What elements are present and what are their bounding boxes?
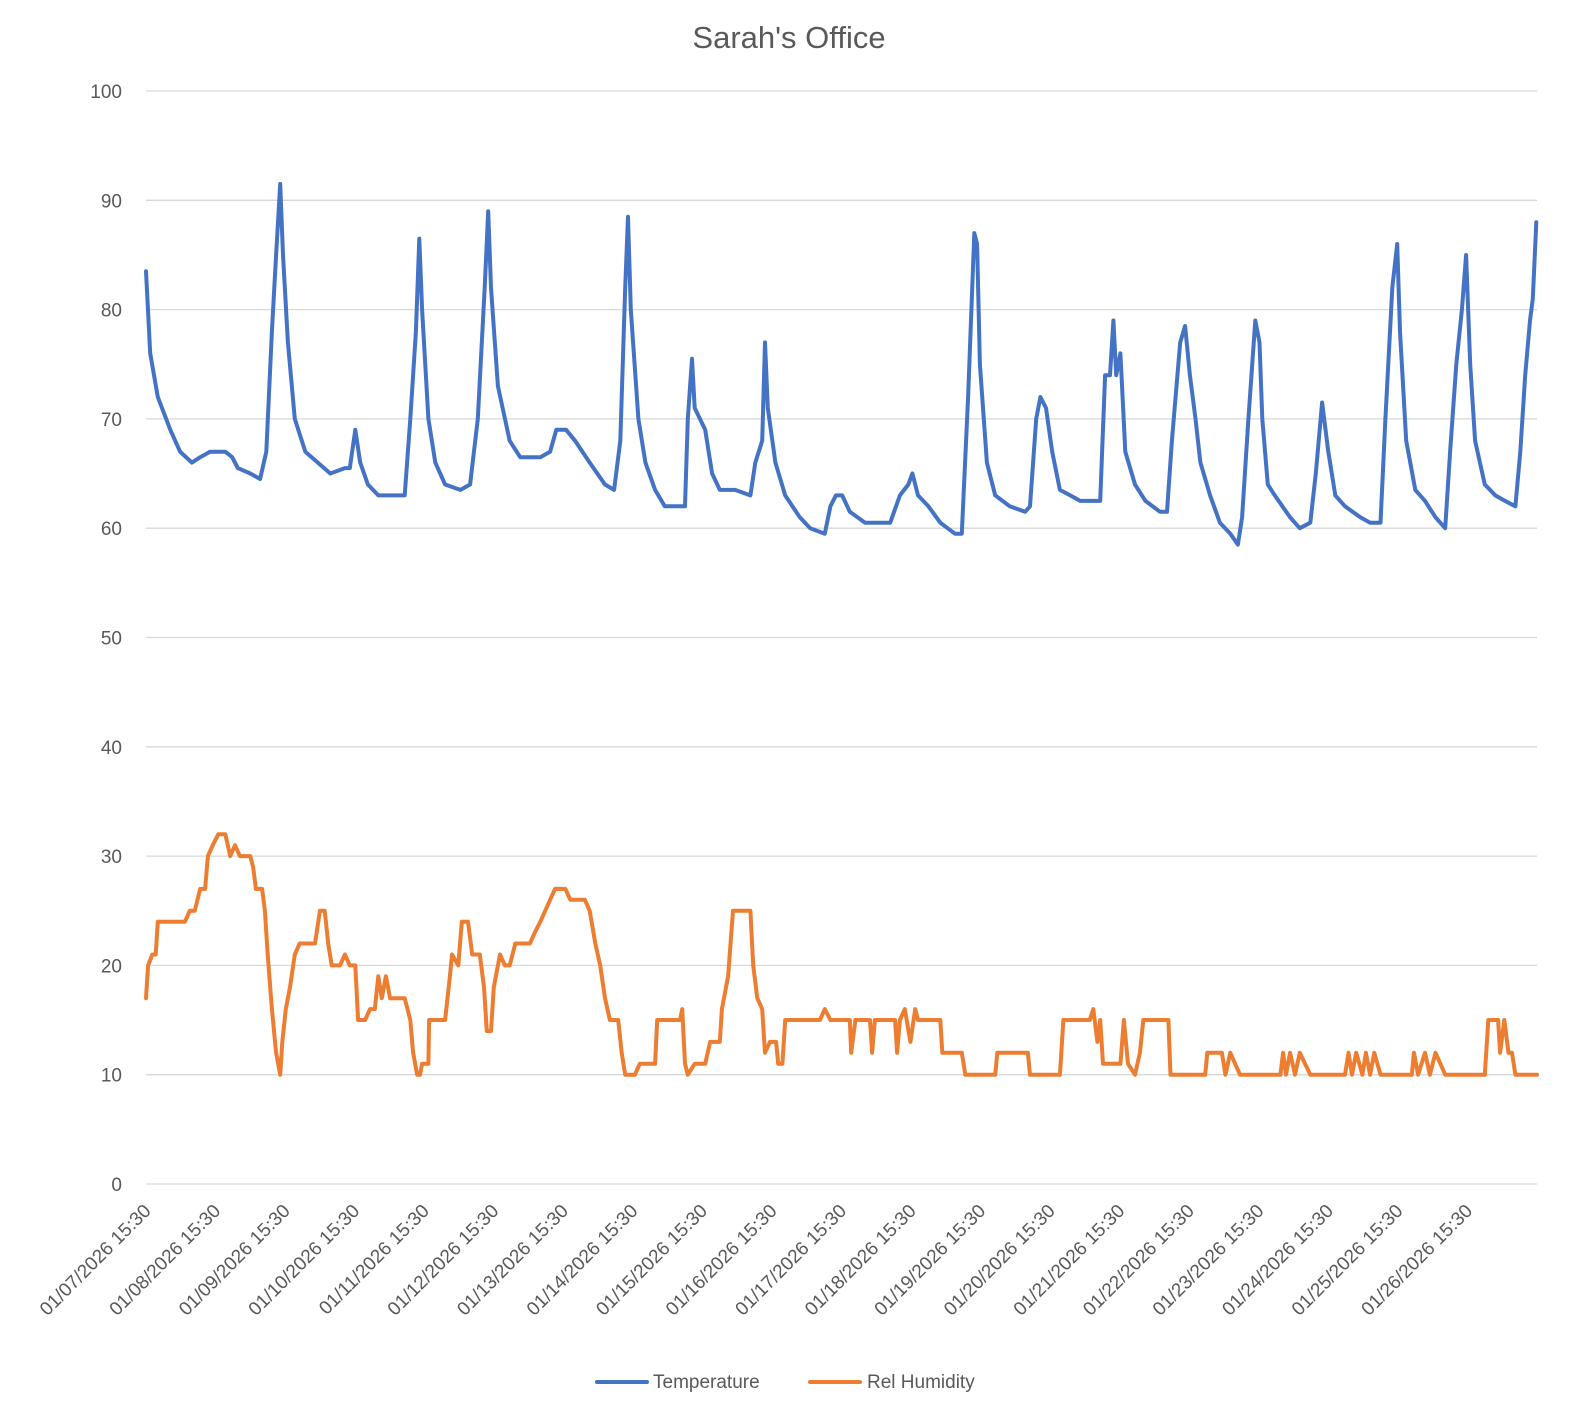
series-lines xyxy=(144,181,1539,1077)
y-tick-label: 30 xyxy=(101,847,122,868)
y-axis-ticks: 0 10 20 30 40 50 60 70 80 90 100 xyxy=(90,82,122,1196)
y-tick-label: 0 xyxy=(111,1175,122,1196)
y-tick-label: 50 xyxy=(101,629,122,650)
y-tick-label: 20 xyxy=(101,956,122,977)
legend: Temperature Rel Humidity xyxy=(595,1372,975,1393)
y-tick-label: 70 xyxy=(101,410,122,431)
y-tick-label: 90 xyxy=(101,191,122,212)
legend-label: Temperature xyxy=(653,1372,760,1393)
gridlines xyxy=(146,90,1537,1185)
y-tick-label: 80 xyxy=(101,301,122,322)
y-tick-label: 40 xyxy=(101,738,122,759)
y-tick-label: 10 xyxy=(101,1066,122,1087)
series-line-rel-humidity xyxy=(144,832,1539,1077)
chart-title: Sarah's Office xyxy=(692,20,885,55)
y-tick-label: 100 xyxy=(90,82,122,103)
series-line-temperature xyxy=(144,181,1539,547)
legend-label: Rel Humidity xyxy=(867,1372,975,1393)
y-tick-label: 60 xyxy=(101,519,122,540)
